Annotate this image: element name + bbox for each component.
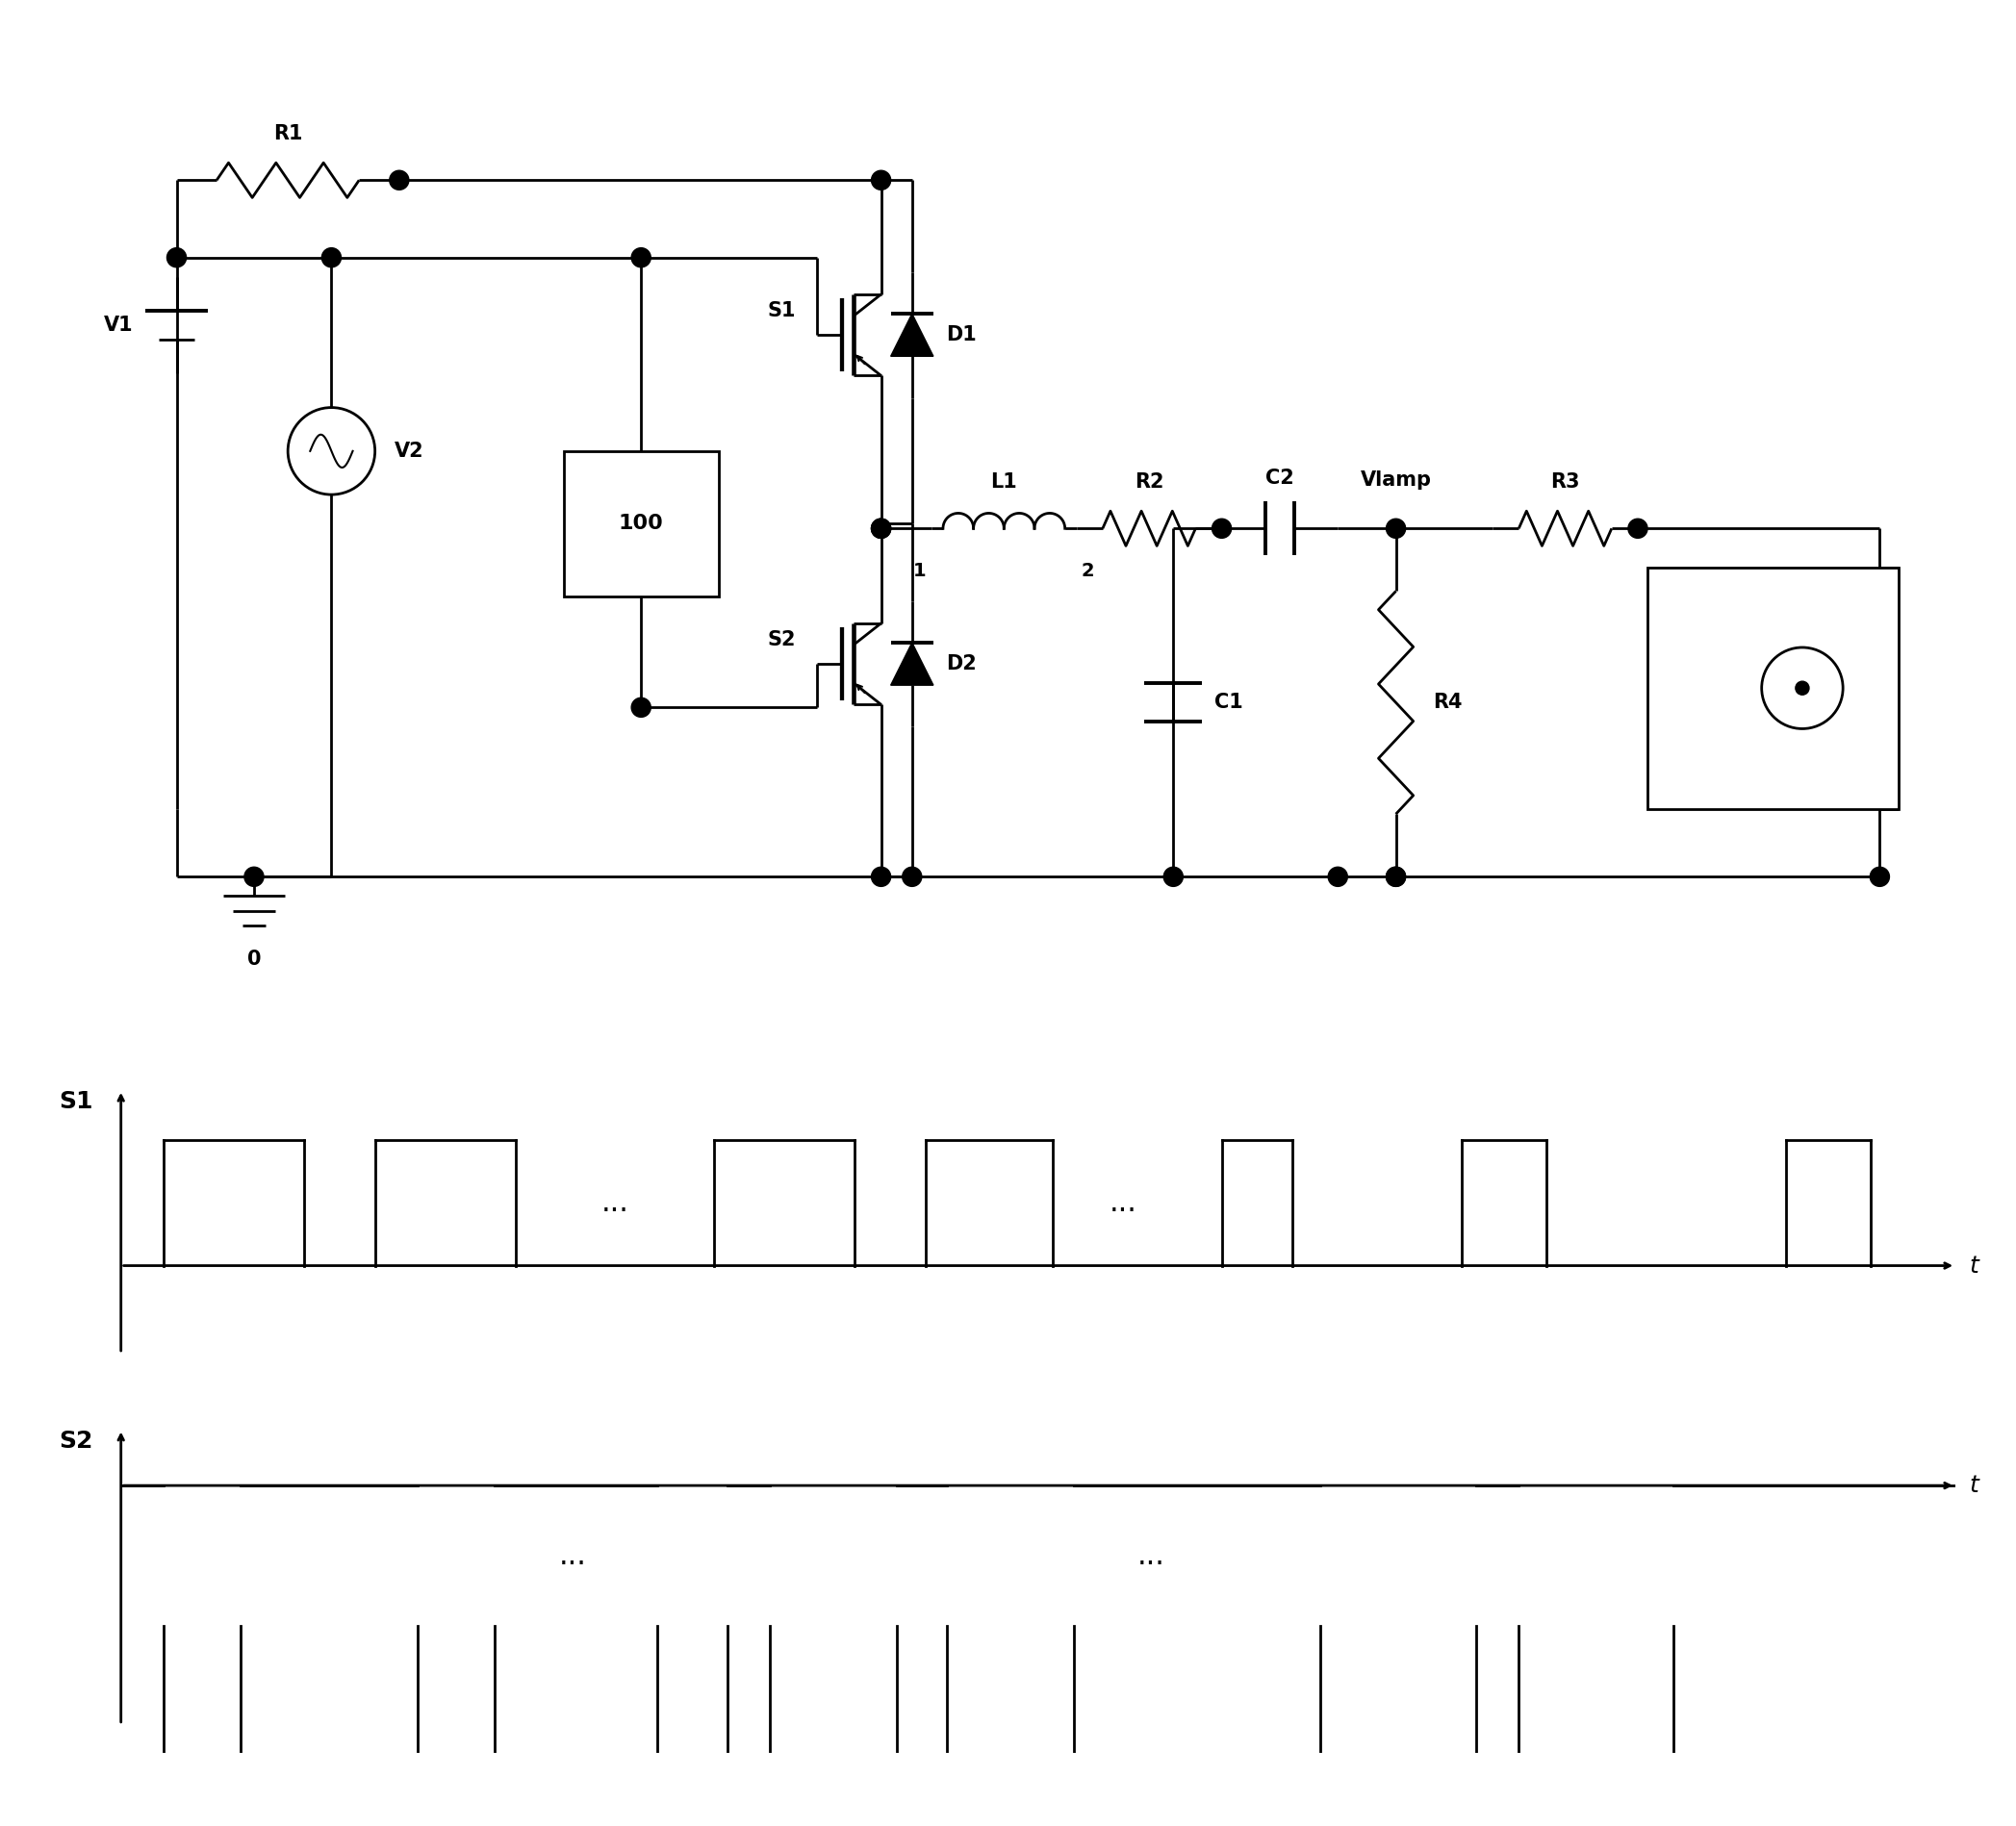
Text: S1: S1 — [58, 1090, 93, 1114]
Circle shape — [871, 519, 891, 539]
Circle shape — [1163, 867, 1183, 886]
Bar — [1647, 568, 1899, 809]
Text: S1: S1 — [768, 301, 796, 320]
Text: S2: S2 — [768, 630, 796, 650]
Text: D2: D2 — [946, 654, 976, 674]
Text: Vlamp: Vlamp — [1361, 471, 1431, 489]
Text: ...: ... — [1109, 1189, 1137, 1216]
Text: D1: D1 — [946, 325, 976, 345]
Text: 0: 0 — [248, 950, 260, 968]
Text: ...: ... — [601, 1189, 629, 1216]
Circle shape — [1796, 681, 1808, 696]
Polygon shape — [891, 643, 933, 685]
Circle shape — [631, 698, 651, 718]
Circle shape — [1212, 519, 1232, 539]
Text: t: t — [1970, 1474, 1980, 1497]
Circle shape — [871, 170, 891, 190]
Circle shape — [1329, 867, 1347, 886]
Circle shape — [1387, 867, 1405, 886]
Text: V1: V1 — [103, 316, 133, 334]
Text: 1: 1 — [913, 562, 925, 581]
Circle shape — [903, 867, 921, 886]
Circle shape — [871, 519, 891, 539]
Text: V2: V2 — [395, 442, 423, 460]
Circle shape — [389, 170, 409, 190]
Circle shape — [1629, 519, 1647, 539]
Circle shape — [1387, 519, 1405, 539]
Text: R2: R2 — [1135, 473, 1163, 491]
Text: R4: R4 — [1433, 694, 1462, 712]
Text: C2: C2 — [1266, 469, 1294, 488]
Text: L1: L1 — [990, 473, 1018, 491]
Text: R1: R1 — [274, 124, 302, 144]
Text: S2: S2 — [58, 1430, 93, 1452]
Polygon shape — [891, 314, 933, 356]
Bar — [564, 451, 718, 595]
Text: ...: ... — [558, 1541, 587, 1570]
Text: C1: C1 — [1214, 694, 1242, 712]
Circle shape — [871, 519, 891, 539]
Circle shape — [244, 867, 264, 886]
Circle shape — [1387, 867, 1405, 886]
Text: 2: 2 — [1083, 562, 1095, 581]
Text: R3: R3 — [1550, 473, 1581, 491]
Text: ...: ... — [1137, 1541, 1165, 1570]
Text: 100: 100 — [619, 513, 663, 533]
Circle shape — [631, 248, 651, 267]
Circle shape — [167, 248, 185, 267]
Circle shape — [323, 248, 341, 267]
Text: t: t — [1970, 1254, 1980, 1276]
Circle shape — [871, 867, 891, 886]
Circle shape — [1871, 867, 1889, 886]
